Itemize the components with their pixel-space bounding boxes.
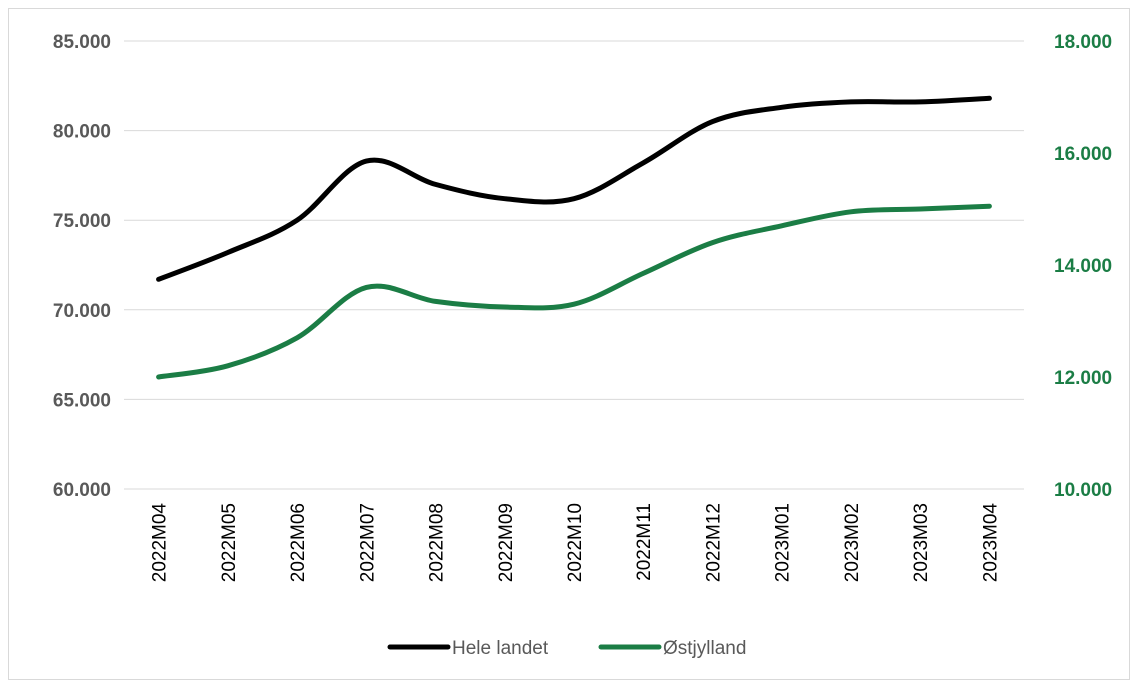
right-tick-label: 12.000 [1054,368,1112,389]
series-line-hele-landet: Hele landet [156,95,992,282]
x-tick-label: 2022M05 [219,503,240,582]
left-tick-label: 70.000 [53,301,111,322]
x-tick-label: 2022M09 [496,503,517,582]
x-tick-label: 2022M10 [565,503,586,582]
x-tick-label: 2023M04 [980,503,1001,583]
chart-frame [8,8,1130,680]
left-tick-label: 80.000 [53,122,111,143]
x-tick-label: 2023M03 [911,503,932,582]
series-line-ostjylland: Østjylland [156,203,992,380]
legend-label: Østjylland [663,638,746,659]
left-tick-label: 85.000 [53,32,111,53]
x-tick-label: 2022M08 [427,503,448,582]
legend: Hele landet Østjylland [387,638,746,659]
right-tick-label: 16.000 [1054,144,1112,165]
x-tick-label: 2023M01 [773,503,794,582]
x-tick-label: 2022M06 [288,503,309,582]
right-tick-label: 18.000 [1054,32,1112,53]
x-axis-ticks: 2022M04 2022M05 2022M06 2022M07 2022M08 2022M… [150,503,1002,583]
right-tick-label: 10.000 [1054,480,1112,501]
legend-label: Hele landet [452,638,549,659]
left-tick-label: 65.000 [53,390,111,411]
right-tick-label: 14.000 [1054,256,1112,277]
left-tick-label: 75.000 [53,211,111,232]
x-tick-label: 2022M11 [634,503,655,581]
left-tick-label: 60.000 [53,480,111,501]
x-tick-label: 2023M02 [842,503,863,582]
x-tick-label: 2022M07 [357,503,378,582]
left-axis-ticks: 60.000 65.000 70.000 75.000 80.000 85.000 [53,32,111,501]
x-tick-label: 2022M04 [150,503,171,583]
gridlines [124,40,1024,400]
right-axis-ticks: 10.000 12.000 14.000 16.000 18.000 [1054,32,1112,501]
x-tick-label: 2022M12 [703,503,724,582]
